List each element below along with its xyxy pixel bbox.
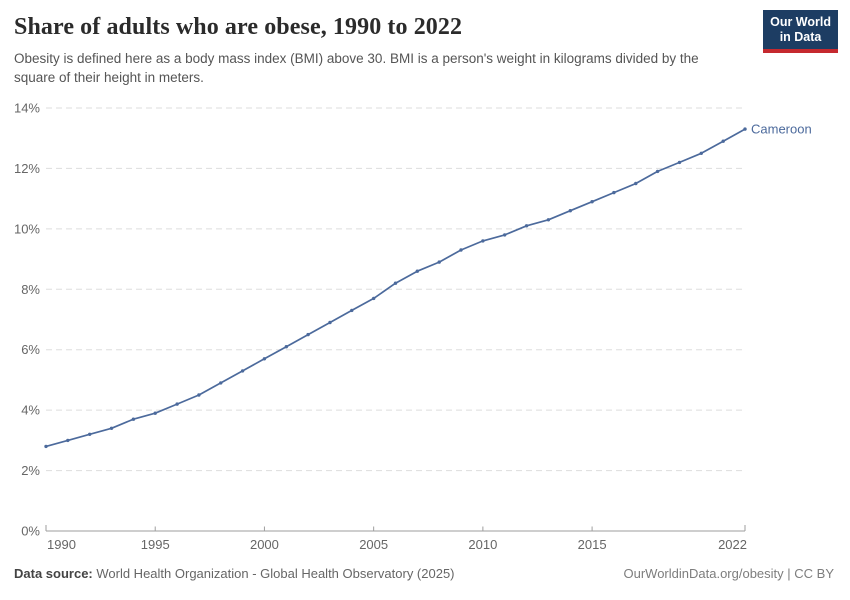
data-point[interactable] bbox=[503, 233, 507, 237]
data-point[interactable] bbox=[372, 296, 376, 301]
data-point[interactable] bbox=[437, 260, 441, 264]
chart-footer: Data source: World Health Organization -… bbox=[14, 566, 834, 581]
y-axis-tick-label: 12% bbox=[14, 161, 40, 176]
data-point[interactable] bbox=[153, 411, 157, 415]
x-axis-tick-label: 2005 bbox=[359, 537, 388, 552]
y-axis-tick-label: 6% bbox=[21, 342, 40, 357]
data-point[interactable] bbox=[109, 426, 114, 430]
x-axis-tick-label: 1995 bbox=[141, 537, 170, 552]
chart-title: Share of adults who are obese, 1990 to 2… bbox=[14, 14, 463, 40]
data-point[interactable] bbox=[175, 402, 179, 406]
data-point[interactable] bbox=[262, 357, 267, 361]
data-point[interactable] bbox=[590, 200, 594, 204]
data-point[interactable] bbox=[612, 190, 616, 195]
x-axis-tick-label: 2010 bbox=[468, 537, 497, 552]
chart-subtitle: Obesity is defined here as a body mass i… bbox=[14, 51, 699, 85]
y-axis-tick-label: 4% bbox=[21, 403, 40, 418]
data-point[interactable] bbox=[44, 444, 48, 449]
data-source-label: Data source: bbox=[14, 566, 93, 581]
data-source-text: World Health Organization - Global Healt… bbox=[92, 566, 455, 581]
data-point[interactable] bbox=[655, 169, 660, 174]
owid-logo-line2: in Data bbox=[779, 30, 822, 44]
data-point[interactable] bbox=[284, 345, 288, 349]
data-point[interactable] bbox=[219, 381, 223, 385]
data-point-markers[interactable] bbox=[44, 127, 747, 449]
data-point[interactable] bbox=[350, 308, 354, 313]
x-axis-tick-label: 1990 bbox=[47, 537, 76, 552]
y-axis-tick-label: 8% bbox=[21, 282, 40, 297]
data-point[interactable] bbox=[524, 224, 529, 228]
data-point[interactable] bbox=[699, 151, 703, 155]
data-point[interactable] bbox=[721, 139, 725, 143]
y-axis-tick-label: 10% bbox=[14, 221, 40, 236]
data-source-note: Data source: World Health Organization -… bbox=[14, 566, 455, 581]
data-point[interactable] bbox=[131, 417, 136, 421]
data-point[interactable] bbox=[459, 248, 463, 252]
data-point[interactable] bbox=[634, 181, 638, 186]
data-point[interactable] bbox=[415, 269, 419, 273]
data-point[interactable] bbox=[306, 332, 310, 337]
owid-logo-line1: Our World bbox=[770, 15, 831, 29]
data-point[interactable] bbox=[481, 239, 485, 243]
credit-link[interactable]: OurWorldinData.org/obesity | CC BY bbox=[623, 566, 835, 581]
data-point[interactable] bbox=[546, 218, 551, 222]
y-axis-tick-label: 2% bbox=[21, 463, 40, 478]
data-point[interactable] bbox=[743, 127, 747, 131]
data-point[interactable] bbox=[197, 393, 201, 397]
chart-header: Share of adults who are obese, 1990 to 2… bbox=[14, 10, 838, 87]
owid-logo[interactable]: Our World in Data bbox=[763, 10, 838, 53]
data-line[interactable] bbox=[45, 128, 746, 448]
data-point[interactable] bbox=[88, 432, 92, 436]
data-point[interactable] bbox=[568, 209, 572, 213]
x-axis-tick-label: 2015 bbox=[578, 537, 607, 552]
series-end-label: Cameroon bbox=[751, 122, 812, 137]
x-axis-tick-label: 2000 bbox=[250, 537, 279, 552]
data-point[interactable] bbox=[328, 320, 332, 325]
data-point[interactable] bbox=[66, 438, 70, 443]
data-point[interactable] bbox=[393, 281, 398, 285]
data-point[interactable] bbox=[240, 369, 245, 373]
y-axis-tick-label: 0% bbox=[21, 524, 40, 539]
data-point[interactable] bbox=[677, 160, 682, 165]
y-axis-tick-label: 14% bbox=[14, 101, 40, 116]
x-axis-tick-label: 2022 bbox=[718, 537, 747, 552]
